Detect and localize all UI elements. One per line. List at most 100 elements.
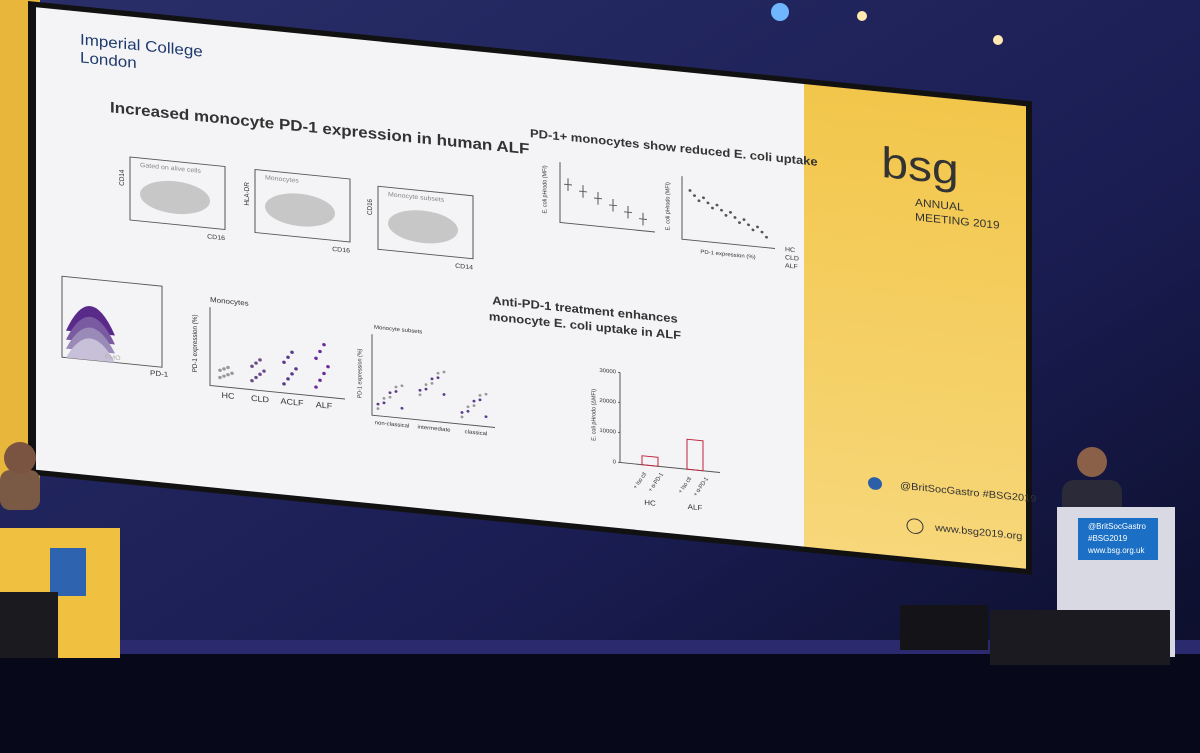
error-bar bbox=[624, 205, 632, 219]
panel-desk bbox=[0, 442, 120, 658]
axis bbox=[209, 307, 345, 400]
dot bbox=[733, 216, 737, 219]
dot bbox=[760, 230, 764, 234]
dot bbox=[436, 371, 440, 375]
dot bbox=[484, 415, 488, 419]
dot bbox=[222, 374, 226, 378]
label: classical bbox=[465, 429, 488, 437]
dot bbox=[478, 398, 482, 402]
label: CLD bbox=[785, 255, 799, 263]
dot bbox=[282, 360, 286, 364]
label: ALF bbox=[785, 263, 798, 271]
label: non-classical bbox=[375, 420, 410, 429]
dot bbox=[322, 371, 326, 376]
speaker-head bbox=[1077, 447, 1107, 477]
label: CLD bbox=[251, 393, 269, 404]
dot bbox=[314, 385, 318, 389]
label: PD-1 expression (%) bbox=[357, 348, 363, 398]
dot bbox=[484, 392, 488, 396]
dot bbox=[418, 393, 422, 397]
error-bar bbox=[564, 178, 572, 191]
stage-floor bbox=[0, 650, 1200, 753]
bar bbox=[641, 455, 659, 467]
dot bbox=[430, 377, 434, 381]
slide-sidebar bbox=[804, 84, 1026, 569]
lectern-screen bbox=[1078, 518, 1158, 560]
dot bbox=[286, 355, 290, 359]
dot bbox=[290, 372, 294, 376]
dot bbox=[693, 194, 696, 197]
label: ALF bbox=[316, 400, 332, 411]
dot bbox=[282, 382, 286, 386]
label: CD16 bbox=[367, 198, 374, 215]
dot bbox=[702, 196, 705, 200]
dot bbox=[226, 373, 230, 377]
dot bbox=[472, 404, 476, 407]
axis bbox=[371, 334, 495, 428]
dot bbox=[294, 367, 298, 371]
dot bbox=[466, 409, 470, 413]
dot bbox=[376, 407, 380, 410]
dot bbox=[729, 211, 732, 214]
label: CD14 bbox=[119, 169, 126, 186]
dot bbox=[382, 401, 386, 405]
dot bbox=[250, 379, 254, 383]
y-tick-label: 30000 bbox=[599, 368, 616, 375]
dot bbox=[218, 375, 222, 380]
dot bbox=[400, 384, 404, 388]
dot bbox=[394, 385, 398, 389]
cell-cloud bbox=[388, 210, 458, 244]
label: HLA-DR bbox=[244, 182, 251, 206]
dot bbox=[376, 402, 380, 406]
panelist bbox=[0, 470, 40, 510]
label: CD16 bbox=[332, 246, 350, 254]
label: E. coli pHrodo (MFI) bbox=[542, 165, 548, 214]
dot bbox=[226, 365, 230, 370]
stage-light bbox=[857, 11, 867, 21]
brand: bsg bbox=[881, 138, 958, 194]
y-tick-label: 20000 bbox=[599, 398, 616, 405]
dot bbox=[751, 228, 755, 232]
dot bbox=[697, 199, 701, 203]
dot bbox=[711, 206, 714, 210]
flow-plot bbox=[377, 185, 474, 260]
label: HC bbox=[222, 390, 235, 401]
dot bbox=[460, 415, 464, 419]
podium-text: www.bsg.org.uk bbox=[1087, 546, 1145, 555]
logo: London bbox=[80, 49, 137, 72]
dot bbox=[314, 356, 318, 360]
podium-text: @BritSocGastro bbox=[1088, 522, 1146, 531]
dot bbox=[706, 201, 710, 205]
dot bbox=[418, 388, 422, 392]
label: HC bbox=[644, 498, 656, 508]
dot bbox=[460, 411, 464, 414]
dot bbox=[430, 382, 434, 385]
dot bbox=[688, 189, 692, 192]
label: intermediate bbox=[417, 425, 450, 434]
dot bbox=[326, 365, 330, 369]
dot bbox=[388, 391, 392, 395]
axis bbox=[681, 176, 775, 249]
globe-icon bbox=[906, 518, 924, 534]
dot bbox=[322, 343, 326, 347]
dot bbox=[400, 406, 404, 410]
label: Monocytes bbox=[210, 295, 249, 307]
histogram-peak bbox=[66, 338, 115, 363]
label: PD-1 expression (%) bbox=[192, 314, 199, 373]
dot bbox=[230, 371, 234, 375]
label: E. coli pHrodo (MFI) bbox=[665, 182, 671, 231]
dot bbox=[466, 405, 470, 409]
dot bbox=[290, 350, 294, 354]
bar bbox=[686, 438, 704, 472]
podium bbox=[900, 447, 1175, 665]
dot bbox=[442, 393, 446, 396]
label: ACLF bbox=[281, 396, 304, 408]
dot bbox=[218, 368, 222, 372]
dot bbox=[715, 203, 719, 207]
stage-light bbox=[993, 35, 1003, 45]
flow-plot bbox=[129, 156, 226, 231]
label: CD16 bbox=[207, 234, 225, 242]
dot bbox=[222, 367, 226, 371]
